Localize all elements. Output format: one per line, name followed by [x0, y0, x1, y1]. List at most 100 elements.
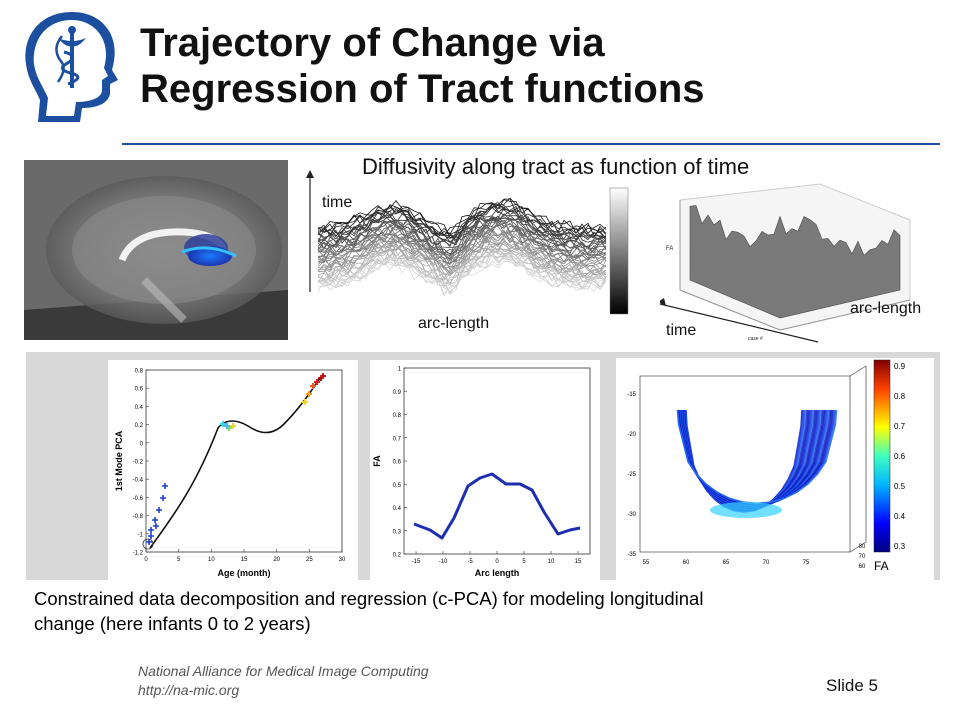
- y-tick-label: 0.8: [135, 369, 144, 375]
- waveform-line: [317, 253, 607, 295]
- x-tick-label: 20: [273, 557, 280, 563]
- y-tick-label: -1: [138, 532, 144, 538]
- fa-arclength-plot: 10.90.80.70.60.50.40.30.2-15 -10 -5 0 5 10 15 …: [370, 360, 600, 580]
- fa-colorbar: [873, 359, 891, 553]
- x-tick-label: 0: [144, 557, 148, 563]
- waveform-line: [317, 240, 607, 281]
- fa-surface-plot: FA case #: [660, 183, 911, 343]
- y-tick-label: -0.6: [133, 496, 144, 502]
- y-tick-label: 0.3: [393, 529, 402, 535]
- x-tick-label: -5: [467, 559, 473, 565]
- tract-waveform-plot: [306, 170, 629, 320]
- y-tick-label: 0.6: [393, 460, 402, 466]
- y-tick-label: -0.4: [133, 478, 144, 484]
- y-tick-label: 1: [398, 367, 402, 373]
- waveform-line: [317, 249, 607, 288]
- slide-number: Slide 5: [826, 676, 878, 695]
- x-tick-label: 5: [522, 559, 526, 565]
- x-tick-label: 75: [803, 560, 810, 566]
- pca-late-markers: [302, 373, 326, 405]
- x-tick-label: 30: [339, 557, 346, 563]
- namic-logo: [25, 12, 118, 122]
- top-row-subtitle: Diffusivity along tract as function of t…: [362, 154, 750, 179]
- surface-z-label: FA: [666, 246, 673, 252]
- caption-line-1: Constrained data decomposition and regre…: [34, 588, 704, 609]
- title-line-1: Trajectory of Change via: [140, 21, 605, 65]
- footer-org-name: National Alliance for Medical Image Comp…: [138, 663, 429, 679]
- fa-axis-ticks: 1 0.9 0.8 0.7 0.6 0.5 0.4 0.3 0.2 -15 -10 -5 0 5 10 15: [393, 367, 582, 566]
- t3d-axis-ticks: -15 -20 -25 -30 -35 55 60 65 70 75 80 70 60: [627, 392, 866, 570]
- waveform-line: [317, 247, 607, 286]
- waveform-line: [317, 259, 607, 297]
- y-tick-label: -35: [627, 552, 636, 558]
- x-tick-label: 5: [177, 557, 181, 563]
- y-tick-label: 0.6: [135, 387, 144, 393]
- y-tick-label: 0.2: [135, 423, 144, 429]
- surface-arc-label: arc-length: [850, 300, 922, 317]
- pca-trajectory-plot: 0.80.60.40.20-0.2-0.4-0.6-0.8-1-1.20 5 10 1…: [108, 360, 358, 580]
- y-tick-label: 0.7: [393, 436, 402, 442]
- y-tick-label: -20: [627, 432, 636, 438]
- colorbar-tick-label: 0.6: [894, 452, 906, 461]
- caption-line-2: change (here infants 0 to 2 years): [34, 613, 311, 634]
- colorbar-tick-label: 0.4: [894, 512, 906, 521]
- x-tick-label: 70: [763, 560, 770, 566]
- waveform-time-label: time: [322, 194, 353, 211]
- waveform-line: [317, 198, 607, 239]
- colorbar-tick-label: 0.8: [894, 392, 906, 401]
- y-tick-label: -15: [627, 392, 636, 398]
- waveform-line: [317, 220, 607, 260]
- y-tick-label: 0: [140, 441, 144, 447]
- slide-title: Trajectory of Change via Regression of T…: [140, 20, 940, 112]
- y-tick-label: 0.8: [393, 413, 402, 419]
- x-tick-label: -15: [412, 559, 421, 565]
- z-tick-label: 80: [859, 544, 866, 550]
- waveform-line: [317, 214, 607, 250]
- x-tick-label: 10: [208, 557, 215, 563]
- waveform-line: [317, 218, 607, 257]
- brain-tract-image: [24, 160, 288, 340]
- pca-mid-markers: [220, 421, 236, 431]
- x-tick-label: 0: [495, 559, 499, 565]
- x-tick-label: 60: [683, 560, 690, 566]
- x-tick-label: 25: [306, 557, 313, 563]
- tract-highlight: [710, 502, 782, 518]
- colorbar-tick-label: 0.3: [894, 542, 906, 551]
- title-divider: [122, 143, 940, 145]
- x-tick-label: 15: [241, 557, 248, 563]
- pca-xlabel: Age (month): [218, 568, 271, 578]
- colorbar-label: FA: [874, 559, 889, 573]
- pca-early-markers: [146, 483, 168, 545]
- fa-ylabel: FA: [372, 455, 382, 467]
- x-tick-label: 10: [548, 559, 555, 565]
- y-tick-label: 0.4: [393, 506, 402, 512]
- waveform-line: [317, 228, 607, 265]
- y-tick-label: 0.4: [135, 405, 144, 411]
- tract-fibers: [676, 409, 838, 518]
- footer-org: National Alliance for Medical Image Comp…: [138, 662, 429, 700]
- surface-time-label: time: [666, 322, 697, 339]
- y-tick-label: 0.2: [393, 553, 402, 559]
- fa-xlabel: Arc length: [475, 568, 520, 578]
- title-line-2: Regression of Tract functions: [140, 67, 705, 111]
- y-tick-label: -25: [627, 472, 636, 478]
- z-tick-label: 70: [859, 554, 866, 560]
- y-tick-label: -30: [627, 512, 636, 518]
- waveform-arc-label: arc-length: [418, 315, 490, 332]
- y-tick-label: -1.2: [133, 551, 144, 557]
- x-tick-label: 55: [643, 560, 650, 566]
- y-tick-label: -0.2: [133, 460, 144, 466]
- footer-url[interactable]: http://na-mic.org: [138, 682, 240, 698]
- waveform-series: [317, 197, 607, 297]
- pca-axis-ticks: 0.80.60.40.20-0.2-0.4-0.6-0.8-1-1.20 5 10 1…: [133, 369, 346, 564]
- y-tick-label: 0.9: [393, 390, 402, 396]
- x-tick-label: -10: [439, 559, 448, 565]
- x-tick-label: 65: [723, 560, 730, 566]
- x-tick-label: 15: [575, 559, 582, 565]
- fa-surface: [689, 205, 901, 319]
- y-tick-label: 0.5: [393, 483, 402, 489]
- waveform-line: [317, 242, 607, 279]
- colorbar-tick-label: 0.9: [894, 362, 906, 371]
- caption: Constrained data decomposition and regre…: [34, 586, 924, 636]
